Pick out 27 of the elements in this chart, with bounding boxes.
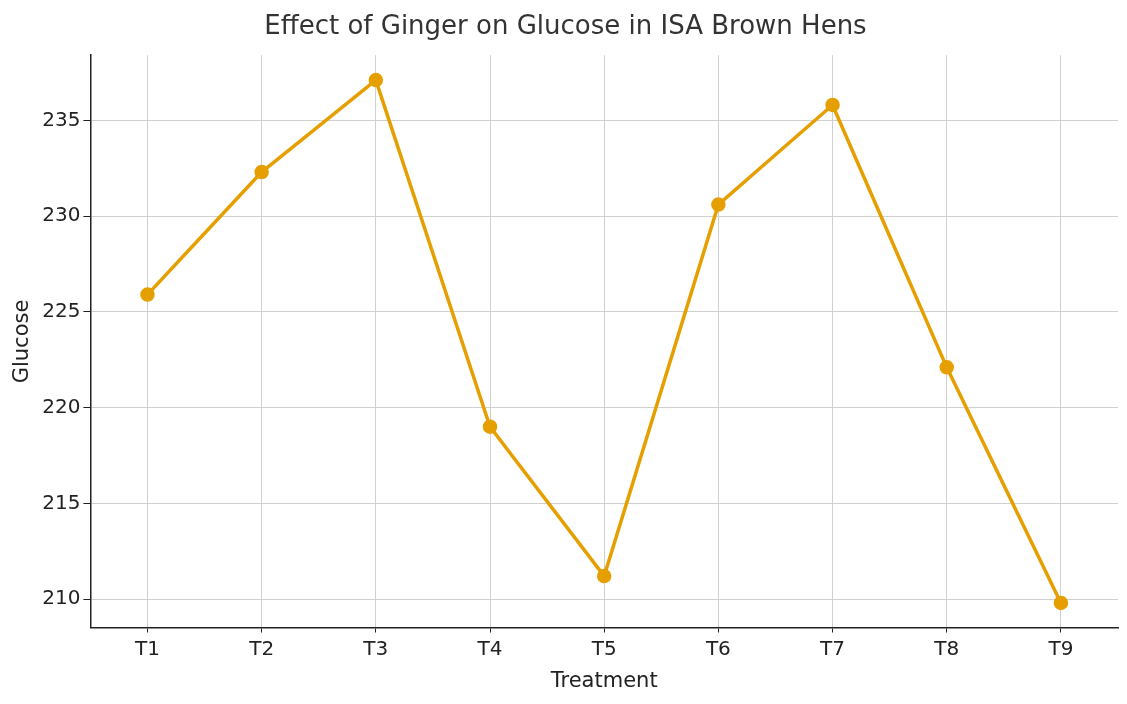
- x-axis-title: Treatment: [549, 667, 658, 692]
- y-tick-label: 230: [42, 202, 81, 227]
- point: [140, 287, 155, 302]
- x-tick-label: T5: [590, 636, 617, 660]
- x-tick-label: T7: [819, 636, 846, 660]
- y-tick-label: 210: [42, 585, 81, 610]
- y-tick-label: 220: [42, 393, 81, 418]
- chart-title: Effect of Ginger on Glucose in ISA Brown Hens: [264, 10, 867, 41]
- point: [596, 568, 612, 584]
- point: [368, 72, 384, 88]
- point: [711, 197, 726, 212]
- point: [939, 360, 954, 375]
- point: [254, 164, 269, 180]
- point: [482, 419, 498, 434]
- x-tick-label: T9: [1047, 636, 1074, 660]
- x-tick-label: T2: [248, 636, 275, 660]
- y-tick-label: 215: [42, 489, 81, 514]
- y-tick-label: 225: [42, 298, 81, 323]
- x-tick-label: T8: [933, 636, 960, 660]
- point: [825, 97, 840, 113]
- x-tick-label: T6: [704, 636, 731, 660]
- x-tick-label: T3: [362, 636, 389, 660]
- x-tick-label: T4: [476, 636, 503, 660]
- y-axis-title: Glucose: [9, 299, 34, 384]
- y-tick-label: 235: [42, 106, 81, 131]
- point: [1053, 595, 1069, 611]
- x-tick-label: T1: [133, 636, 160, 660]
